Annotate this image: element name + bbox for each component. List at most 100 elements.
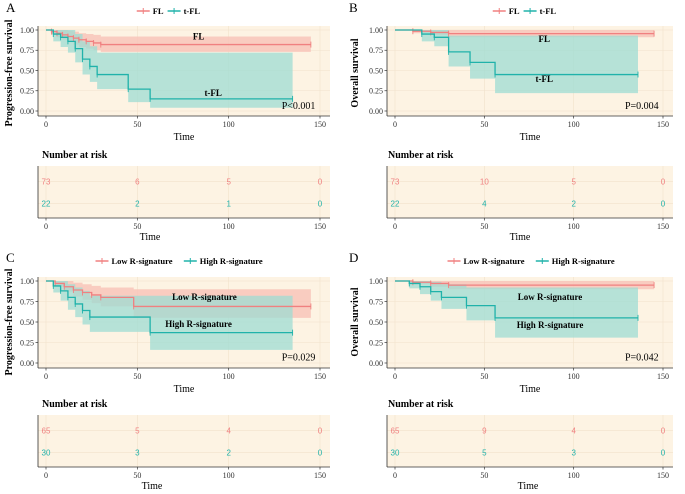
legend: Low R-signature High R-signature xyxy=(447,256,615,266)
risk-background xyxy=(387,166,673,218)
risk-count: 5 xyxy=(135,427,140,436)
x-tick-label: 100 xyxy=(223,471,235,480)
survival-curve xyxy=(46,280,293,334)
legend-item: Low R-signature xyxy=(95,256,173,266)
risk-row: 73 6 5 0 xyxy=(42,178,323,187)
y-tick-label: 0.25 xyxy=(369,338,383,347)
risk-count: 5 xyxy=(226,178,231,187)
risk-x-label: Time xyxy=(140,232,161,243)
series-label: Low R-signature xyxy=(518,292,583,302)
risk-row: 65 5 4 0 xyxy=(42,427,323,436)
plot-area: FL t-FL P<0.001 xyxy=(38,26,330,116)
legend-item: FL xyxy=(492,6,520,16)
series-label: FL xyxy=(193,32,205,42)
risk-x-label: Time xyxy=(142,481,163,492)
panel-label: C xyxy=(6,250,15,265)
y-tick-label: 0.50 xyxy=(369,66,383,75)
risk-background xyxy=(38,166,330,218)
risk-count: 5 xyxy=(571,178,576,187)
x-tick-label: 0 xyxy=(44,222,48,231)
risk-count: 0 xyxy=(318,427,323,436)
ci-band xyxy=(46,30,311,52)
y-tick-label: 0.50 xyxy=(20,318,34,327)
series-label: High R-signature xyxy=(517,320,584,330)
x-tick-label: 150 xyxy=(657,471,669,480)
x-tick-label: 50 xyxy=(133,120,141,129)
legend-label: Low R-signature xyxy=(463,256,524,266)
x-tick-label: 50 xyxy=(480,471,488,480)
risk-row: 30 5 3 0 xyxy=(391,448,666,457)
y-axis-label: Progression-free survival xyxy=(4,19,15,126)
risk-background xyxy=(38,415,330,467)
risk-x-label: Time xyxy=(510,232,531,243)
p-value: P<0.001 xyxy=(282,101,316,112)
risk-table: Number at risk 65 5 4 0 30 3 2 0 0 50 100 150 Time xyxy=(37,399,330,492)
legend: FL t-FL xyxy=(136,6,201,16)
x-tick-label: 0 xyxy=(393,471,397,480)
y-tick-label: 0.75 xyxy=(369,297,383,306)
y-tick-label: 0.00 xyxy=(369,359,383,368)
x-tick-label: 100 xyxy=(568,372,580,381)
x-tick-label: 100 xyxy=(568,222,580,231)
plot-area: Low R-signature High R-signature P=0.042 xyxy=(387,277,673,368)
y-axis-label: Overall survival xyxy=(350,287,361,356)
risk-row: 22 2 1 0 xyxy=(42,199,323,208)
series-label: FL xyxy=(539,34,551,44)
ci-band xyxy=(395,281,638,338)
risk-count: 0 xyxy=(318,199,323,208)
p-value: P=0.042 xyxy=(625,353,659,364)
risk-row: 73 10 5 0 xyxy=(391,178,666,187)
legend-item: High R-signature xyxy=(183,256,263,266)
legend-label: High R-signature xyxy=(552,256,615,266)
p-value: P=0.029 xyxy=(282,353,316,364)
x-axis-label: Time xyxy=(174,384,195,395)
legend-item: t-FL xyxy=(523,6,556,16)
risk-row: 22 4 2 0 xyxy=(391,199,666,208)
legend-item: FL xyxy=(136,6,164,16)
risk-count: 4 xyxy=(482,199,487,208)
y-tick-label: 0.75 xyxy=(20,297,34,306)
legend-item: High R-signature xyxy=(535,256,615,266)
plot-area: Low R-signature High R-signature P=0.029 xyxy=(38,277,330,368)
x-tick-label: 0 xyxy=(393,222,397,231)
risk-count: 0 xyxy=(661,427,666,436)
risk-count: 73 xyxy=(391,178,400,187)
risk-count: 4 xyxy=(571,427,576,436)
risk-count: 30 xyxy=(42,448,51,457)
risk-count: 0 xyxy=(318,448,323,457)
y-tick-label: 0.00 xyxy=(20,359,34,368)
x-tick-label: 50 xyxy=(133,372,141,381)
panel-label: B xyxy=(349,0,358,15)
y-tick-label: 0.25 xyxy=(369,87,383,96)
risk-background xyxy=(387,415,673,467)
series-label: High R-signature xyxy=(165,319,232,329)
risk-count: 2 xyxy=(135,199,140,208)
x-tick-label: 150 xyxy=(314,222,326,231)
legend-label: t-FL xyxy=(184,6,201,16)
x-axis-label: Time xyxy=(520,384,541,395)
risk-count: 6 xyxy=(135,178,140,187)
y-tick-label: 0.75 xyxy=(369,46,383,55)
plot-area: FL t-FL P=0.004 xyxy=(387,26,673,116)
km-panel-a: A FL t-FL FL t-FL P<0.001 0.00 0.25 0.50 0.75 1.00… xyxy=(4,0,330,243)
x-tick-label: 0 xyxy=(44,120,48,129)
panel-label: A xyxy=(6,0,16,15)
ci-band xyxy=(395,30,638,94)
risk-count: 65 xyxy=(42,427,51,436)
legend-item: t-FL xyxy=(167,6,201,16)
risk-count: 5 xyxy=(482,448,487,457)
risk-count: 9 xyxy=(482,427,487,436)
p-value: P=0.004 xyxy=(625,101,659,112)
legend-label: FL xyxy=(153,6,164,16)
y-tick-label: 0.00 xyxy=(20,107,34,116)
x-tick-label: 100 xyxy=(568,120,580,129)
ci-band xyxy=(46,30,293,108)
x-tick-label: 0 xyxy=(44,471,48,480)
survival-curve xyxy=(395,280,638,319)
risk-count: 30 xyxy=(391,448,400,457)
